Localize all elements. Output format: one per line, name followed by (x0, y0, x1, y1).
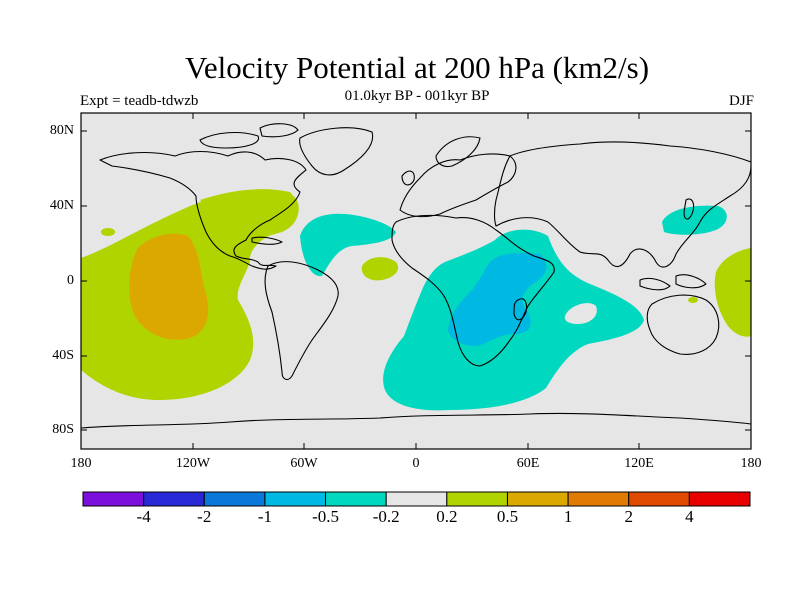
japan-negative-region (662, 205, 727, 235)
coastline-greenland (299, 127, 374, 176)
colorbar-label: 4 (685, 507, 694, 526)
lat-label-40s: 40S (52, 348, 74, 363)
indian-ocean-neutral-hole (564, 303, 597, 324)
north-atlantic-negative-region (300, 213, 396, 277)
coastline-japan (683, 198, 695, 220)
coastlines (81, 123, 751, 429)
colorbar-label: -2 (197, 507, 212, 526)
colorbar-swatch (446, 491, 508, 507)
colorbar-label: -4 (136, 507, 151, 526)
page-title: Velocity Potential at 200 hPa (km2/s) (184, 50, 650, 85)
axis-ticks (81, 113, 751, 449)
lat-label-40n: 40N (49, 198, 74, 213)
coastline-north-america (99, 150, 307, 270)
colorbar-swatch (82, 491, 145, 507)
lon-label-60e: 60E (516, 456, 540, 471)
lat-label-80n: 80N (49, 123, 74, 138)
colorbar-swatch (143, 491, 205, 507)
east-pacific-core-region (129, 233, 209, 340)
colorbar-label: -1 (257, 507, 272, 526)
anomaly-shading (81, 123, 751, 429)
lat-label-80s: 80S (52, 422, 74, 437)
coastline-uk (401, 170, 415, 186)
coastline-indonesia (639, 274, 707, 291)
lon-label-180e: 180 (740, 456, 762, 471)
colorbar-swatch (264, 491, 327, 507)
coastline-madagascar (513, 298, 528, 321)
coastline-asia (493, 141, 751, 268)
season-label: DJF (728, 93, 754, 109)
coastline-scandinavia (435, 136, 481, 168)
experiment-label: Expt = teadb-tdwzb (80, 93, 199, 109)
north-america-positive-region (200, 189, 297, 238)
coastline-australia (646, 294, 720, 355)
west-pacific-positive-region (714, 248, 751, 337)
colorbar-swatch (385, 491, 448, 507)
coastline-caribbean (251, 236, 283, 245)
colorbar-swatch (203, 491, 266, 507)
colorbar (82, 491, 751, 507)
colorbar-swatch (506, 491, 569, 507)
subtitle: 01.0kyr BP - 001kyr BP (344, 88, 490, 104)
coastline-antarctica (81, 412, 751, 429)
colorbar-label: 0.5 (496, 507, 519, 526)
lon-label-60w: 60W (290, 456, 318, 471)
lon-label-120w: 120W (175, 456, 211, 471)
colorbar-label: 2 (624, 507, 633, 526)
small-positive-blob (101, 228, 115, 236)
colorbar-label: -0.5 (312, 507, 339, 526)
lon-label-0: 0 (412, 456, 420, 471)
colorbar-swatch (688, 491, 751, 507)
colorbar-swatch (628, 491, 690, 507)
tropical-atlantic-positive-region (361, 257, 399, 281)
coastline-south-america (264, 261, 339, 381)
colorbar-label: 0.2 (436, 507, 458, 526)
east-africa-core-region (448, 252, 547, 346)
coastline-africa (391, 214, 555, 367)
colorbar-swatch (325, 491, 387, 507)
lat-label-eq: 0 (67, 273, 74, 288)
coastline-arctic-islands (199, 123, 299, 149)
lon-label-180w: 180 (70, 456, 92, 471)
lon-label-120e: 120E (624, 456, 654, 471)
colorbar-swatch (567, 491, 630, 507)
colorbar-label: -0.2 (372, 507, 400, 526)
small-positive-blob-2 (688, 297, 698, 303)
coastline-europe (399, 153, 517, 218)
colorbar-label: 1 (563, 507, 573, 526)
